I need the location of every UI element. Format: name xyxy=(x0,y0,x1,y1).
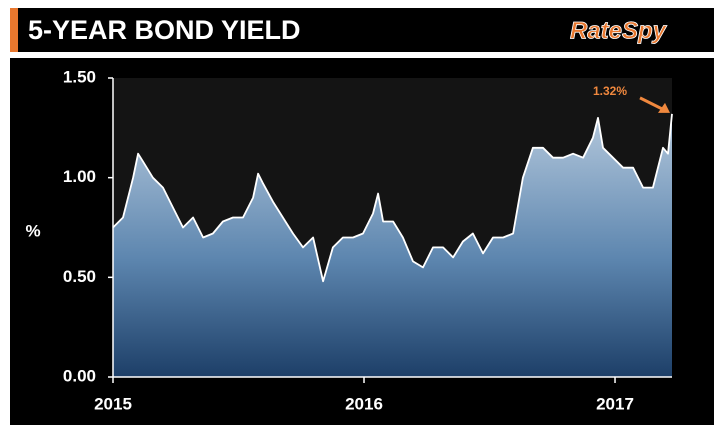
logo: RateSpy xyxy=(570,17,668,44)
page-title: 5-YEAR BOND YIELD xyxy=(28,15,301,45)
y-tick-label: 0.00 xyxy=(63,366,96,385)
annotation-arrowhead xyxy=(658,102,670,113)
line xyxy=(112,113,673,283)
y-tick-label: 1.00 xyxy=(63,167,96,186)
x-tick-label: 2017 xyxy=(596,394,634,413)
area xyxy=(113,113,672,378)
y-tick-label: 0.50 xyxy=(63,267,96,286)
x-tick-label: 2015 xyxy=(94,394,132,413)
y-axis-label: % xyxy=(25,221,40,240)
header-band xyxy=(10,8,714,52)
x-tick-label: 2016 xyxy=(345,394,383,413)
annotation-arrow xyxy=(639,96,665,112)
y-tick-label: 1.50 xyxy=(63,67,96,86)
header-accent xyxy=(10,8,18,52)
annotation: 1.32% xyxy=(593,84,627,98)
